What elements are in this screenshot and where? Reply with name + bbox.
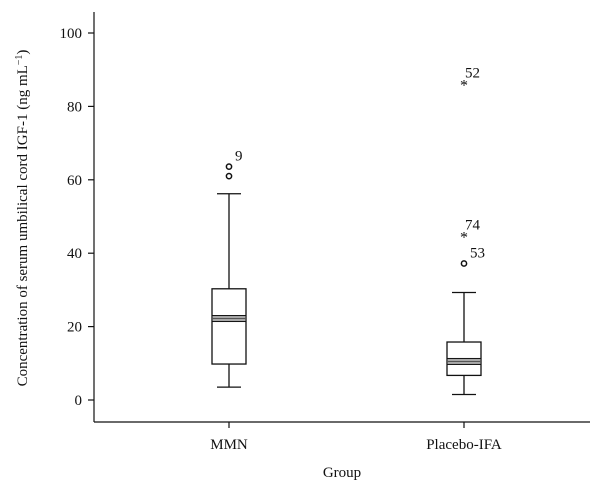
outlier-star: * — [460, 77, 468, 94]
x-tick-label: Placebo-IFA — [426, 437, 502, 453]
y-tick-label: 20 — [67, 320, 82, 336]
outlier-circle — [225, 172, 233, 180]
boxes: 953*74*52 — [211, 65, 485, 396]
box-group-mmn: 9 — [211, 149, 247, 388]
labels: 0 20 40 60 80 100 MMN Placebo-IFA Group Concentra… — [14, 26, 502, 481]
axes — [88, 12, 590, 428]
x-axis-title: Group — [323, 465, 361, 481]
outlier-circle — [225, 163, 233, 170]
y-axis-title: Concentration of serum umbilical cord IG… — [14, 50, 32, 387]
y-tick-label: 40 — [67, 246, 82, 262]
box-iqr — [211, 288, 247, 365]
x-tick-label: MMN — [210, 437, 248, 453]
outlier-star: * — [460, 229, 468, 246]
outlier-label: 52 — [465, 65, 480, 81]
y-tick-label: 100 — [60, 26, 83, 42]
outlier-circle — [460, 260, 468, 267]
y-tick-label: 0 — [75, 393, 83, 409]
box-group-placebo-ifa: 53*74*52 — [446, 65, 485, 396]
y-tick-label: 80 — [67, 99, 82, 115]
y-tick-label: 60 — [67, 173, 82, 189]
outlier-label: 9 — [235, 149, 243, 165]
outlier-label: 74 — [465, 217, 481, 233]
outlier-label: 53 — [470, 245, 485, 261]
